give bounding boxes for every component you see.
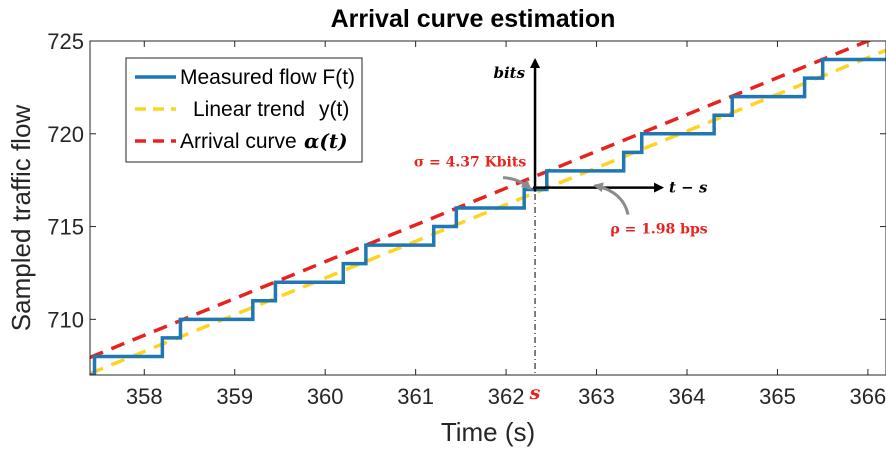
bits-label: bits	[493, 64, 525, 82]
rho-pointer-arrow	[593, 182, 630, 215]
legend-label-linear: Linear trend	[193, 98, 305, 121]
y-tick-label: 725	[47, 29, 84, 54]
sigma-label: σ = 4.37 Kbits	[414, 155, 527, 171]
y-tick-label: 715	[47, 215, 84, 240]
legend-label-measured: Measured flow F(t)	[180, 66, 355, 89]
y-axis-ticks: 710 715 720 725	[47, 29, 886, 332]
plot-frame	[89, 40, 886, 376]
s-label: s	[529, 382, 541, 404]
x-tick-label: 360	[307, 384, 344, 409]
legend-label-arrival-suffix: α(t)	[304, 129, 348, 153]
x-axis-title: Time (s)	[441, 417, 535, 447]
legend-label-arrival: Arrival curve	[180, 130, 297, 153]
sigma-pointer-arrow	[502, 176, 532, 190]
y-tick-label: 710	[47, 307, 84, 332]
legend: Measured flow F(t) Linear trend y(t) Arr…	[125, 57, 363, 163]
x-tick-label: 365	[759, 384, 796, 409]
x-tick-label: 363	[578, 384, 615, 409]
measured-flow-line	[90, 57, 886, 375]
series-layer	[90, 41, 886, 375]
y-tick-label: 720	[47, 122, 84, 147]
x-axis-ticks: 358 359 360 361 362 363 364 365 366	[126, 41, 886, 409]
arrival-curve-line	[90, 41, 873, 359]
x-tick-label: 361	[397, 384, 434, 409]
x-tick-label: 362	[488, 384, 525, 409]
chart-title: Arrival curve estimation	[331, 5, 616, 33]
legend-label-linear-suffix: y(t)	[319, 98, 349, 121]
time-shift-label: t − s	[669, 179, 708, 197]
x-tick-label: 366	[850, 384, 886, 409]
x-tick-label: 358	[126, 384, 163, 409]
y-axis-title: Sampled traffic flow	[6, 105, 36, 332]
x-tick-label: 364	[669, 384, 706, 409]
rho-label: ρ = 1.98 bps	[610, 222, 707, 238]
x-tick-label: 359	[216, 384, 253, 409]
